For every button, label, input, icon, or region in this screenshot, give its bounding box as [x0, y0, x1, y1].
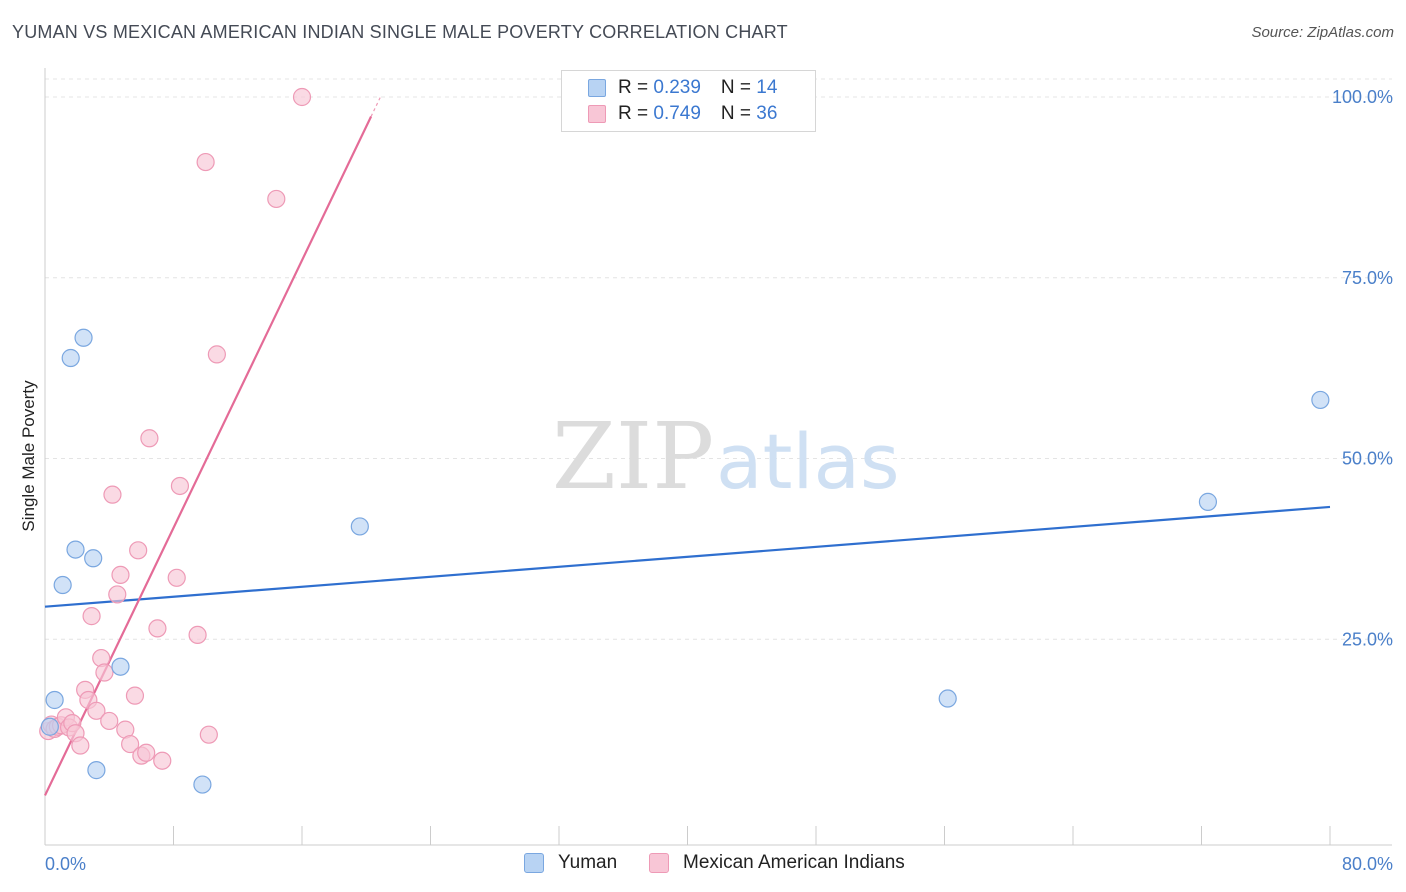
mexican-point	[121, 734, 140, 754]
mexican-point	[71, 736, 90, 755]
mexican-point	[188, 625, 207, 645]
yuman-point	[53, 575, 72, 595]
axes	[44, 68, 1392, 846]
mexican-point	[148, 619, 167, 638]
legend-yuman-n-value: 14	[756, 77, 778, 98]
legend-mexican-r-value: 0.749	[653, 103, 701, 124]
yuman-legend-icon	[524, 853, 544, 873]
legend-yuman-label: Yuman	[558, 852, 618, 873]
correlation-legend: R = 0.239 N = 14 R = 0.749 N = 36	[561, 70, 816, 132]
yuman-point	[87, 761, 106, 780]
yuman-point	[40, 717, 59, 736]
mexican-legend-icon	[649, 853, 669, 873]
mexican-point	[140, 429, 159, 448]
yuman-point	[111, 657, 130, 676]
yuman-point	[1311, 390, 1330, 410]
legend-row-yuman: R = 0.239 N = 14	[588, 76, 777, 100]
mexican-trend-extension	[370, 96, 382, 117]
watermark-atlas: atlas	[716, 417, 900, 506]
legend-mexican-n-value: 36	[756, 103, 778, 124]
watermark: ZIP atlas	[552, 403, 900, 510]
trend-lines	[44, 96, 1331, 796]
legend-row-mexican: R = 0.749 N = 36	[588, 102, 777, 126]
mexican-point	[111, 565, 130, 585]
mexican-point	[196, 152, 215, 172]
watermark-zip: ZIP	[552, 403, 714, 510]
mexican-swatch-icon	[588, 105, 606, 123]
y-tick-label: 75.0%	[1342, 268, 1393, 288]
mexican-point	[153, 751, 172, 770]
yuman-point	[45, 690, 64, 710]
yuman-point	[938, 689, 957, 708]
legend-yuman-r-value: 0.239	[653, 77, 701, 98]
legend-item-mexican[interactable]: Mexican American Indians	[649, 852, 905, 874]
data-points	[39, 87, 1330, 794]
legend-yuman-n-label: N =	[720, 77, 757, 98]
y-tick-label: 25.0%	[1342, 629, 1393, 649]
tick-labels: 25.0% 50.0% 75.0% 100.0% 0.0% 80.0%	[45, 87, 1393, 874]
legend-mexican-label: Mexican American Indians	[683, 852, 905, 873]
yuman-point	[74, 328, 93, 347]
x-tick-label: 0.0%	[45, 854, 86, 874]
y-tick-label: 100.0%	[1332, 87, 1393, 107]
mexican-point	[129, 541, 148, 560]
y-tick-label: 50.0%	[1342, 449, 1393, 469]
mexican-point	[108, 585, 127, 604]
mexican-point	[207, 345, 226, 364]
mexican-point	[82, 607, 101, 626]
chart-title: YUMAN VS MEXICAN AMERICAN INDIAN SINGLE …	[12, 22, 788, 42]
yuman-point	[84, 549, 103, 568]
legend-mexican-r-label: R =	[618, 103, 654, 124]
legend-mexican-n-label: N =	[720, 103, 757, 124]
legend-yuman-r-label: R =	[618, 77, 654, 98]
series-legend: Yuman Mexican American Indians	[0, 852, 1406, 878]
source-label: Source: ZipAtlas.com	[1251, 24, 1394, 41]
mexican-point	[199, 725, 218, 744]
yuman-point	[66, 540, 85, 559]
yuman-point	[1198, 492, 1218, 511]
mexican-trend-line	[44, 116, 373, 796]
mexican-point	[87, 701, 106, 720]
mexican-point	[103, 485, 122, 504]
yuman-trend-line	[44, 505, 1331, 608]
mexican-point	[95, 663, 114, 682]
yuman-swatch-icon	[588, 79, 606, 97]
yuman-point	[193, 775, 212, 794]
mexican-point	[100, 711, 119, 731]
legend-item-yuman[interactable]: Yuman	[524, 852, 617, 874]
yuman-point	[350, 517, 369, 536]
mexican-point	[167, 568, 186, 587]
y-axis-label: Single Male Poverty	[19, 380, 38, 532]
yuman-point	[61, 348, 80, 368]
mexican-point	[137, 743, 156, 762]
x-tick-label: 80.0%	[1342, 854, 1393, 874]
mexican-point	[267, 189, 286, 209]
mexican-point	[292, 87, 312, 107]
mexican-point	[170, 476, 190, 496]
mexican-point	[125, 686, 145, 705]
